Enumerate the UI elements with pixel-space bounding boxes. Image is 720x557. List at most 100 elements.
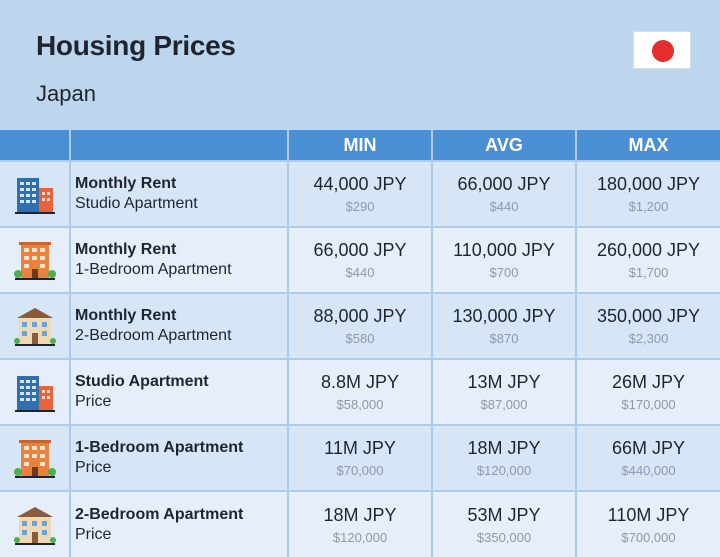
row-title: 1-Bedroom Apartment [75,439,244,456]
beige-house-building-icon [13,506,57,545]
orange-apartment-building-icon [13,440,57,478]
page-title: Housing Prices [36,30,236,61]
avg-jpy: 18M JPY [467,438,541,458]
header-icon-column [0,130,70,161]
icon-cell [0,358,70,425]
row-subtitle: 1-Bedroom Apartment [75,261,232,278]
icon-cell [0,226,70,293]
avg-jpy: 66,000 JPY [457,174,551,194]
max-cell: 350,000 JPY $2,300 [575,292,720,359]
row-subtitle: Price [75,459,112,476]
max-jpy: 260,000 JPY [596,240,701,260]
min-jpy: 11M JPY [324,438,396,458]
icon-cell [0,424,70,491]
min-jpy: 66,000 JPY [313,240,407,260]
label-cell: Studio Apartment Price [69,358,288,425]
avg-usd: $87,000 [480,397,528,412]
min-cell: 18M JPY $120,000 [287,490,432,557]
avg-cell: 110,000 JPY $700 [431,226,576,293]
row-subtitle: Price [75,393,112,410]
table-row: Monthly Rent Studio Apartment 44,000 JPY $2… [0,160,720,227]
orange-apartment-building-icon [13,242,57,280]
max-usd: $170,000 [621,397,676,412]
row-subtitle: Studio Apartment [75,195,198,212]
row-title: Monthly Rent [75,175,177,192]
max-usd: $1,200 [628,199,669,214]
max-usd: $1,700 [628,265,669,280]
min-jpy: 8.8M JPY [320,372,400,392]
max-jpy: 180,000 JPY [596,174,701,194]
min-cell: 66,000 JPY $440 [287,226,432,293]
avg-cell: 130,000 JPY $870 [431,292,576,359]
row-subtitle: Price [75,525,112,543]
max-cell: 66M JPY $440,000 [575,424,720,491]
avg-usd: $440 [489,199,519,214]
table-row: Monthly Rent 1-Bedroom Apartment 66,000 JP… [0,226,720,293]
japan-flag-icon [633,31,691,69]
housing-prices-table: MIN AVG MAX Monthly Rent Studio Apartment… [0,130,720,557]
min-jpy: 44,000 JPY [313,174,407,194]
label-cell: Monthly Rent Studio Apartment [69,160,288,227]
icon-cell [0,292,70,359]
min-usd: $290 [345,199,375,214]
avg-jpy: 53M JPY [467,504,541,525]
blue-highrise-building-icon [13,376,57,412]
max-usd: $700,000 [621,529,676,545]
min-jpy: 88,000 JPY [313,306,407,326]
avg-jpy: 110,000 JPY [453,240,555,260]
page-header: Housing Prices Japan [0,0,720,130]
avg-jpy: 130,000 JPY [452,306,556,326]
icon-cell [0,490,70,557]
max-jpy: 350,000 JPY [596,306,701,326]
avg-cell: 66,000 JPY $440 [431,160,576,227]
header-label-column [69,130,288,161]
header-avg: AVG [431,130,576,161]
label-cell: Monthly Rent 1-Bedroom Apartment [69,226,288,293]
min-usd: $58,000 [336,397,384,412]
min-cell: 88,000 JPY $580 [287,292,432,359]
min-cell: 11M JPY $70,000 [287,424,432,491]
min-usd: $70,000 [336,463,384,478]
table-row: 2-Bedroom Apartment Price 18M JPY $120,000 5… [0,490,720,557]
min-usd: $440 [345,265,375,280]
max-jpy: 110M JPY [607,504,690,525]
label-cell: 1-Bedroom Apartment Price [69,424,288,491]
label-cell: 2-Bedroom Apartment Price [69,490,288,557]
row-title: Studio Apartment [75,373,209,390]
min-jpy: 18M JPY [323,504,397,525]
max-cell: 180,000 JPY $1,200 [575,160,720,227]
blue-highrise-building-icon [13,178,57,214]
max-cell: 110M JPY $700,000 [575,490,720,557]
avg-jpy: 13M JPY [467,372,541,392]
min-usd: $120,000 [332,529,388,545]
min-cell: 44,000 JPY $290 [287,160,432,227]
max-cell: 26M JPY $170,000 [575,358,720,425]
avg-cell: 53M JPY $350,000 [431,490,576,557]
country-name: Japan [36,81,96,106]
max-jpy: 26M JPY [611,372,686,392]
table-row: Studio Apartment Price 8.8M JPY $58,000 13M … [0,358,720,425]
max-cell: 260,000 JPY $1,700 [575,226,720,293]
avg-cell: 18M JPY $120,000 [431,424,576,491]
row-title: Monthly Rent [75,307,177,324]
table-row: Monthly Rent 2-Bedroom Apartment 88,000 JP… [0,292,720,359]
row-subtitle: 2-Bedroom Apartment [75,327,232,344]
avg-cell: 13M JPY $87,000 [431,358,576,425]
avg-usd: $350,000 [476,529,532,545]
avg-usd: $120,000 [476,463,532,478]
max-usd: $2,300 [628,331,669,346]
avg-usd: $870 [489,331,519,346]
table-header-row: MIN AVG MAX [0,130,720,161]
icon-cell [0,160,70,227]
row-title: 2-Bedroom Apartment [75,505,244,523]
avg-usd: $700 [489,265,519,280]
header-max: MAX [575,130,720,161]
min-cell: 8.8M JPY $58,000 [287,358,432,425]
max-usd: $440,000 [621,463,676,478]
label-cell: Monthly Rent 2-Bedroom Apartment [69,292,288,359]
header-min: MIN [287,130,432,161]
min-usd: $580 [345,331,375,346]
table-row: 1-Bedroom Apartment Price 11M JPY $70,000 18… [0,424,720,491]
max-jpy: 66M JPY [611,438,686,458]
beige-house-building-icon [13,308,57,346]
